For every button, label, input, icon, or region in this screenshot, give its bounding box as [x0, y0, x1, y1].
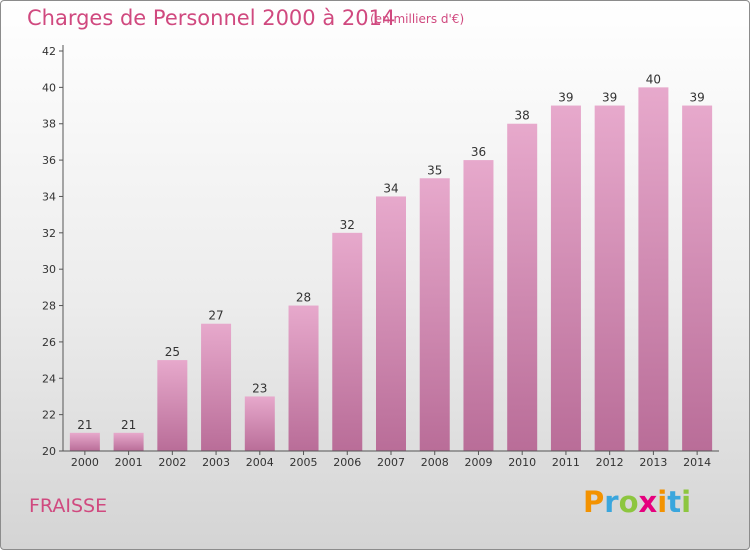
x-tick-label: 2005: [290, 456, 318, 469]
logo-letter: o: [618, 485, 639, 519]
x-tick-label: 2008: [421, 456, 449, 469]
bar: [594, 105, 625, 451]
data-label: 39: [602, 91, 617, 105]
y-tick-label: 22: [42, 409, 56, 422]
y-tick-label: 36: [42, 154, 56, 167]
bar: [201, 323, 232, 451]
logo-letter: r: [604, 485, 619, 519]
x-tick-label: 2013: [639, 456, 667, 469]
y-tick-label: 34: [42, 190, 56, 203]
proxiti-logo: Proxiti: [583, 485, 691, 519]
bar: [376, 196, 406, 451]
x-tick-label: 2010: [508, 456, 536, 469]
y-tick-label: 38: [42, 118, 56, 131]
x-tick-label: 2002: [158, 456, 186, 469]
data-label: 28: [296, 291, 311, 305]
data-label: 39: [558, 91, 573, 105]
x-tick-label: 2000: [71, 456, 99, 469]
bar: [638, 87, 669, 451]
bar: [332, 232, 363, 451]
y-tick-label: 30: [42, 263, 56, 276]
y-tick-label: 26: [42, 336, 56, 349]
data-label: 27: [208, 309, 223, 323]
chart-title: Charges de Personnel 2000 à 2014: [27, 6, 396, 30]
x-tick-label: 2001: [115, 456, 143, 469]
bar: [157, 360, 188, 451]
data-label: 21: [77, 418, 92, 432]
commune-name: FRAISSE: [29, 495, 108, 517]
x-tick-label: 2004: [246, 456, 274, 469]
bar: [550, 105, 581, 451]
logo-letter: x: [638, 485, 658, 519]
bar: [69, 432, 100, 451]
data-label: 21: [121, 418, 136, 432]
data-label: 35: [427, 163, 442, 177]
data-label: 40: [646, 72, 661, 86]
x-tick-label: 2012: [596, 456, 624, 469]
logo-letter: t: [667, 485, 682, 519]
logo-letter: i: [657, 485, 668, 519]
bar: [244, 396, 275, 451]
x-tick-label: 2006: [333, 456, 361, 469]
bar: [463, 160, 494, 451]
data-label: 38: [515, 109, 530, 123]
x-tick-label: 2009: [464, 456, 492, 469]
x-tick-label: 2011: [552, 456, 580, 469]
y-tick-label: 24: [42, 372, 56, 385]
data-label: 25: [165, 345, 180, 359]
bar: [419, 178, 450, 452]
chart-unit: (en milliers d'€): [370, 12, 465, 26]
bar: [682, 105, 713, 451]
y-tick-label: 42: [42, 45, 56, 58]
data-label: 39: [689, 91, 704, 105]
x-tick-label: 2003: [202, 456, 230, 469]
logo-letter: i: [681, 485, 692, 519]
bar: [113, 432, 144, 451]
data-label: 36: [471, 145, 486, 159]
y-tick-label: 32: [42, 227, 56, 240]
y-tick-label: 20: [42, 445, 56, 458]
bar: [507, 123, 538, 452]
x-tick-label: 2007: [377, 456, 405, 469]
y-tick-label: 28: [42, 300, 56, 313]
logo-letter: P: [583, 485, 605, 519]
data-label: 32: [340, 218, 355, 232]
data-label: 34: [383, 181, 398, 195]
x-tick-label: 2014: [683, 456, 711, 469]
y-tick-label: 40: [42, 81, 56, 94]
bar: [288, 305, 319, 451]
data-label: 23: [252, 381, 267, 395]
